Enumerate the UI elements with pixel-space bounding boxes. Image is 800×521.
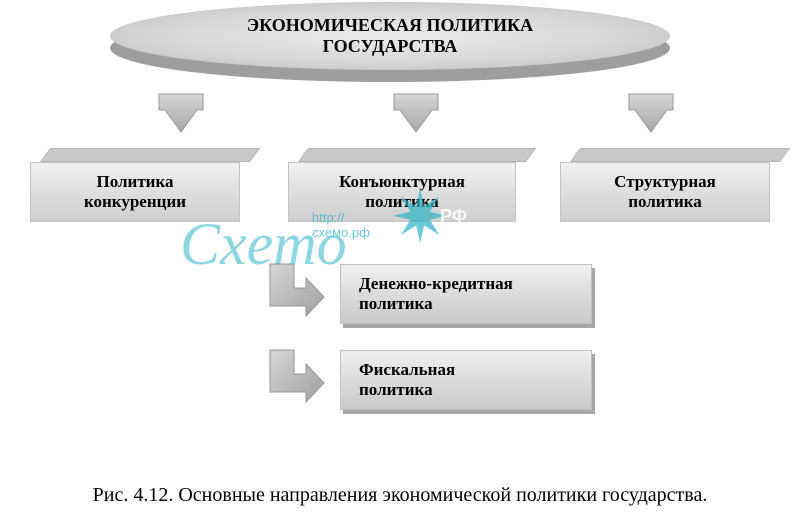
- main-box-label: Структурная политика: [614, 172, 716, 213]
- sub-box-monetary: Денежно-кредитная политика: [340, 264, 592, 324]
- down-arrow-2: [390, 92, 442, 134]
- title-node-label: ЭКОНОМИЧЕСКАЯ ПОЛИТИКА ГОСУДАРСТВА: [247, 15, 533, 56]
- main-box-label: Политика конкуренции: [84, 172, 186, 213]
- title-node: ЭКОНОМИЧЕСКАЯ ПОЛИТИКА ГОСУДАРСТВА: [110, 0, 670, 88]
- down-arrow-3: [625, 92, 677, 134]
- l-arrow-2: [264, 346, 326, 408]
- sub-box-label: Денежно-кредитная политика: [359, 274, 513, 315]
- down-arrow-1: [155, 92, 207, 134]
- main-box-structural: Структурная политика: [560, 148, 770, 222]
- main-box-top-face: [570, 148, 790, 162]
- main-box-conjuncture: Конъюнктурная политика: [288, 148, 516, 222]
- l-arrow-1: [264, 260, 326, 322]
- diagram-canvas: ЭКОНОМИЧЕСКАЯ ПОЛИТИКА ГОСУДАРСТВА Полит…: [0, 0, 800, 521]
- figure-caption: Рис. 4.12. Основные направления экономич…: [0, 484, 800, 507]
- main-box-front: Конъюнктурная политика: [288, 162, 516, 222]
- main-box-top-face: [40, 148, 260, 162]
- main-box-top-face: [298, 148, 536, 162]
- main-box-label: Конъюнктурная политика: [339, 172, 465, 213]
- main-box-competition: Политика конкуренции: [30, 148, 240, 222]
- main-box-front: Структурная политика: [560, 162, 770, 222]
- sub-box-label: Фискальная политика: [359, 360, 455, 401]
- title-node-body: ЭКОНОМИЧЕСКАЯ ПОЛИТИКА ГОСУДАРСТВА: [110, 2, 670, 70]
- sub-box-fiscal: Фискальная политика: [340, 350, 592, 410]
- main-box-front: Политика конкуренции: [30, 162, 240, 222]
